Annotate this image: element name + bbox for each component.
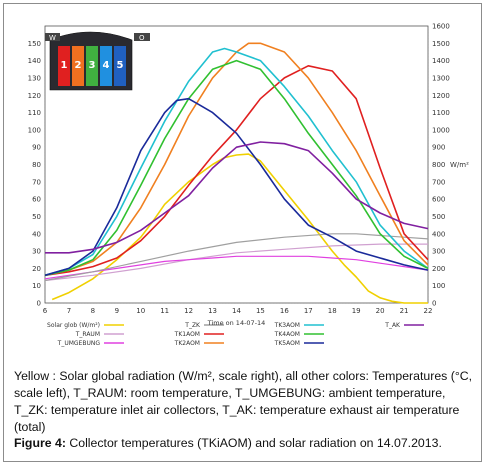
legend-label: TK4AOM (274, 331, 300, 338)
x-tick-label: 14 (232, 307, 241, 315)
collector-panel (114, 46, 126, 86)
y-left-tick-label: 100 (28, 126, 41, 134)
inset-left-tab (45, 33, 60, 41)
legend-label: TK3AOM (274, 322, 300, 329)
series-line-t-raum (44, 243, 428, 282)
y-right-tick-label: 100 (432, 282, 445, 290)
x-tick-label: 8 (91, 307, 95, 315)
y-right-tick-label: 1200 (432, 92, 450, 100)
collector-number: 1 (61, 60, 68, 71)
series-lines (44, 42, 429, 304)
series-line-t-zk (44, 233, 429, 282)
x-tick-label: 13 (208, 307, 217, 315)
y-right-tick-label: 0 (432, 300, 436, 308)
series-line-tk4aom (44, 59, 429, 277)
y-left-tick-label: 80 (32, 161, 41, 169)
legend-label: TK1AOM (174, 331, 200, 338)
y-right-tick-label: 400 (432, 230, 445, 238)
x-axis-label: Time on 14-07-14 (207, 319, 266, 327)
x-tick-label: 11 (160, 307, 169, 315)
x-tick-label: 22 (424, 307, 433, 315)
collector-number: 2 (75, 60, 82, 71)
y-left-tick-label: 40 (32, 230, 41, 238)
figure-title: Collector temperatures (TKiAOM) and sola… (69, 436, 442, 450)
collector-panel (72, 46, 84, 86)
y-left-tick-label: 0 (37, 300, 41, 308)
x-tick-label: 19 (352, 307, 361, 315)
legend-label: TK2AOM (174, 340, 200, 347)
collector-number: 5 (117, 60, 124, 71)
x-tick-label: 20 (376, 307, 385, 315)
y-right-tick-label: 300 (432, 248, 445, 256)
y-right-tick-label: 200 (432, 265, 445, 273)
legend-label: T_AK (384, 322, 401, 329)
series-line-t-ak (45, 141, 429, 254)
x-tick-label: 15 (256, 307, 265, 315)
legend-label: T_UMGEBUNG (57, 340, 101, 347)
x-tick-label: 16 (280, 307, 289, 315)
y-right-tick-label: 500 (432, 213, 445, 221)
right-axis-unit: W/m² (450, 161, 469, 169)
x-tick-label: 9 (115, 307, 119, 315)
collector-inset: W O 1 2 3 4 5 (45, 31, 150, 91)
y-left-tick-label: 30 (32, 248, 41, 256)
y-right-tick-label: 1300 (432, 74, 450, 82)
x-tick-label: 17 (304, 307, 313, 315)
y-right-tick-label: 800 (432, 161, 445, 169)
series-line-tk3aom (44, 47, 429, 277)
inset-east-label: O (139, 34, 145, 42)
collector-number: 3 (89, 60, 96, 71)
legend: Solar glob (W/m²) T_ZK TK3AOM T_AK T_RAUM TK1… (47, 322, 424, 347)
y-left-tick-label: 70 (32, 178, 41, 186)
y-right-tick-label: 1100 (432, 109, 450, 117)
y-right-tick-label: 600 (432, 196, 445, 204)
x-tick-label: 6 (43, 307, 48, 315)
y-right-tick-label: 1000 (432, 126, 450, 134)
series-line-tk5aom (44, 97, 429, 277)
y-right-tick-label: 1400 (432, 57, 450, 65)
collector-panel (86, 46, 98, 86)
y-left-tick-label: 60 (32, 196, 41, 204)
x-tick-label: 10 (136, 307, 145, 315)
collector-number: 4 (103, 60, 110, 71)
y-left-tick-label: 120 (28, 92, 41, 100)
x-tick-label: 21 (400, 307, 409, 315)
y-left-tick-label: 10 (32, 282, 41, 290)
collector-panel (58, 46, 70, 86)
legend-label: T_ZK (184, 322, 201, 329)
y-left-tick-label: 20 (32, 265, 41, 273)
series-line-tk2aom (44, 42, 429, 277)
y-left-tick-label: 90 (32, 144, 41, 152)
inset-west-label: W (49, 34, 56, 42)
y-right-tick-label: 900 (432, 144, 445, 152)
legend-label: TK5AOM (274, 340, 300, 347)
collector-panel (100, 46, 112, 86)
y-left-tick-label: 50 (32, 213, 41, 221)
inset-right-tab (134, 33, 150, 41)
caption-body: Yellow : Solar global radiation (W/m², s… (14, 369, 473, 434)
y-right-tick-label: 700 (432, 178, 445, 186)
figure-caption: Figure 4: Collector temperatures (TKiAOM… (14, 436, 476, 450)
y-left-tick-label: 110 (28, 109, 41, 117)
series-line-solar-glob-w-m (51, 153, 428, 304)
x-tick-label: 7 (67, 307, 71, 315)
y-left-tick-label: 150 (28, 40, 41, 48)
series-line-t-umgebung (44, 255, 429, 280)
y-left-tick-label: 140 (28, 57, 41, 65)
y-right-tick-label: 1600 (432, 23, 450, 31)
legend-label: Solar glob (W/m²) (47, 322, 100, 329)
series-line-tk1aom (44, 65, 429, 277)
legend-label: T_RAUM (75, 331, 100, 338)
x-tick-label: 18 (328, 307, 337, 315)
chart: 6 7 8 9 10 11 12 13 14 15 16 17 18 19 20 21 220102030405… (28, 23, 469, 348)
figure-label: Figure 4: (14, 436, 66, 450)
y-left-tick-label: 130 (28, 74, 41, 82)
x-tick-label: 12 (184, 307, 193, 315)
y-right-tick-label: 1500 (432, 40, 450, 48)
